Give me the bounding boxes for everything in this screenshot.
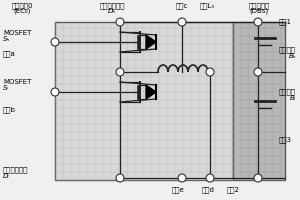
Text: Sₕ: Sₕ xyxy=(3,36,10,42)
Text: 端点c: 端点c xyxy=(176,2,188,9)
Circle shape xyxy=(116,68,124,76)
Text: 电池单体: 电池单体 xyxy=(279,89,296,95)
Text: 均衡电容0: 均衡电容0 xyxy=(11,2,33,9)
Text: 端点3: 端点3 xyxy=(279,137,292,143)
Text: 端点2: 端点2 xyxy=(226,186,239,193)
Circle shape xyxy=(51,88,59,96)
Text: MOSFET: MOSFET xyxy=(3,79,32,85)
Polygon shape xyxy=(146,35,156,49)
Text: 端点1: 端点1 xyxy=(279,19,292,25)
Text: Bₗ: Bₗ xyxy=(290,95,296,101)
Text: Dₕ: Dₕ xyxy=(108,8,116,14)
Text: 电感L₀: 电感L₀ xyxy=(200,2,214,9)
Text: Bₕ: Bₕ xyxy=(289,53,296,59)
Text: (DBs): (DBs) xyxy=(249,8,268,15)
Text: 反并联二极管: 反并联二极管 xyxy=(3,167,29,173)
Text: 双单体电池: 双单体电池 xyxy=(248,2,270,9)
Text: Dₗ: Dₗ xyxy=(3,173,10,179)
Text: 端点e: 端点e xyxy=(172,186,184,193)
Text: 电池单体: 电池单体 xyxy=(279,47,296,53)
Circle shape xyxy=(206,68,214,76)
Text: 端点d: 端点d xyxy=(202,186,214,193)
Text: MOSFET: MOSFET xyxy=(3,30,32,36)
Text: 端点b: 端点b xyxy=(3,107,16,113)
Circle shape xyxy=(51,38,59,46)
FancyBboxPatch shape xyxy=(55,22,233,180)
Circle shape xyxy=(254,18,262,26)
Circle shape xyxy=(116,174,124,182)
FancyBboxPatch shape xyxy=(233,22,285,180)
Circle shape xyxy=(178,18,186,26)
Text: (EC₀): (EC₀) xyxy=(13,8,31,15)
Circle shape xyxy=(206,174,214,182)
Circle shape xyxy=(254,68,262,76)
Polygon shape xyxy=(146,85,156,99)
Text: 反并联二极管: 反并联二极管 xyxy=(99,2,125,9)
Circle shape xyxy=(178,174,186,182)
Text: 端点a: 端点a xyxy=(3,51,16,57)
Circle shape xyxy=(116,18,124,26)
Circle shape xyxy=(254,174,262,182)
Text: Sₗ: Sₗ xyxy=(3,85,9,91)
